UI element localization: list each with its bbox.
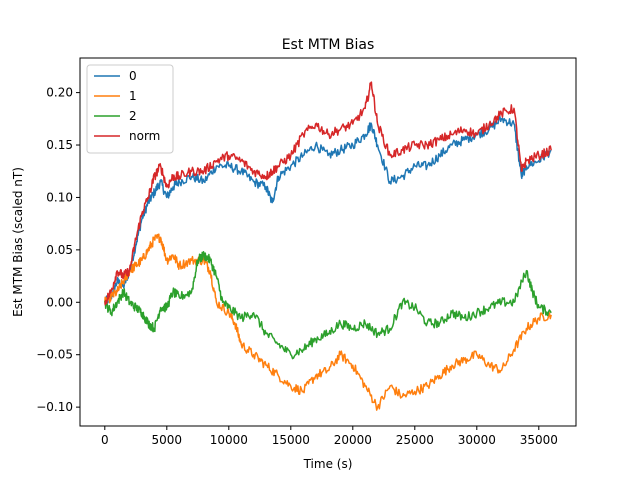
series-line-2: [104, 251, 552, 360]
series-line-0: [104, 115, 552, 305]
x-tick-label: 30000: [458, 433, 496, 447]
x-axis: 0 5000 10000 15000 20000 25000 30000 35000: [101, 426, 558, 447]
x-tick-label: 20000: [334, 433, 372, 447]
series-line-1: [104, 233, 552, 411]
x-axis-label: Time (s): [303, 457, 353, 471]
legend: 0 1 2 norm: [86, 64, 174, 154]
legend-label-0: 0: [129, 69, 137, 83]
y-tick-label: −0.05: [36, 348, 73, 362]
y-axis-label: Est MTM Bias (scaled nT): [11, 167, 25, 317]
x-tick-label: 25000: [396, 433, 434, 447]
x-tick-label: 10000: [210, 433, 248, 447]
x-tick-label: 0: [101, 433, 109, 447]
y-tick-label: 0.15: [46, 138, 73, 152]
x-tick-label: 5000: [152, 433, 183, 447]
series-layer: [104, 81, 552, 411]
y-axis: −0.10 −0.05 0.00 0.05 0.10 0.15 0.20: [36, 86, 80, 414]
x-tick-label: 35000: [520, 433, 558, 447]
plot-frame: [79, 57, 577, 427]
legend-label-1: 1: [129, 89, 137, 103]
y-tick-label: 0.20: [46, 86, 73, 100]
chart-title: Est MTM Bias: [282, 37, 375, 53]
y-tick-label: 0.05: [46, 243, 73, 257]
series-line-norm: [104, 81, 552, 306]
x-tick-label: 15000: [272, 433, 310, 447]
legend-label-2: 2: [129, 109, 137, 123]
y-tick-label: −0.10: [36, 400, 73, 414]
y-tick-label: 0.00: [46, 295, 73, 309]
legend-box: [86, 64, 174, 154]
y-tick-label: 0.10: [46, 190, 73, 204]
legend-label-norm: norm: [129, 129, 160, 143]
